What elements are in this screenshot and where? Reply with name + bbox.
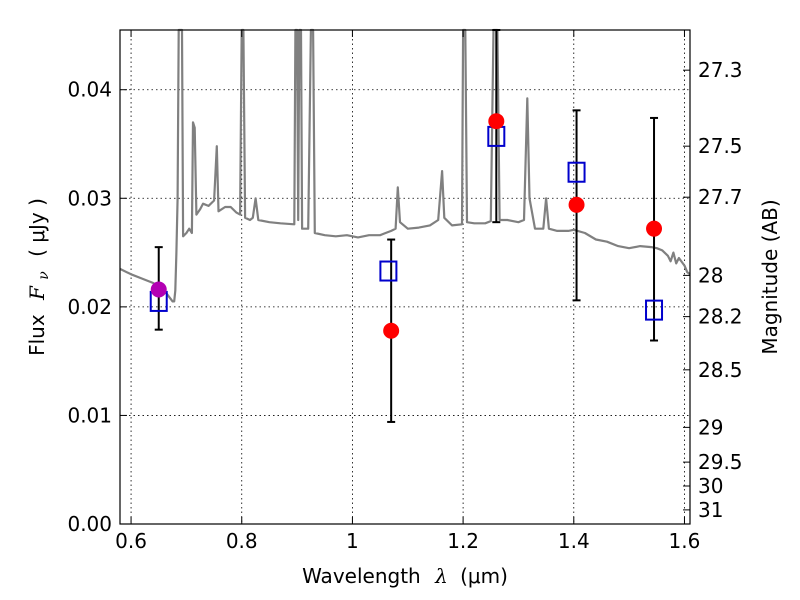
y-axis-label-subscript: ν (36, 271, 52, 280)
model-band-flux-marker (645, 299, 664, 321)
grid (120, 30, 690, 525)
observed-flux-point (646, 220, 663, 237)
y2-tick-label: 28 (698, 263, 723, 287)
y2-tick-label: 28.5 (698, 358, 743, 382)
model-spectrum-layer (119, 28, 691, 303)
model-band-flux-layer (149, 125, 664, 321)
y-tick-label: 0.02 (67, 295, 112, 319)
y2-axis-label: Magnitude (AB) (758, 199, 782, 354)
plot-frame (119, 29, 691, 525)
x-tick-label: 0.8 (226, 529, 258, 553)
x-tick-label: 1.6 (669, 529, 701, 553)
y2-tick-label: 28.2 (698, 305, 743, 329)
y2-tick-label: 31 (698, 498, 723, 522)
y-tick-label: 0.00 (67, 512, 112, 536)
model-band-flux-marker (567, 161, 586, 183)
y2-tick-label: 29.5 (698, 450, 743, 474)
y-tick-label: 0.04 (67, 78, 112, 102)
y2-tick-label: 29 (698, 415, 723, 439)
x-tick-label: 0.6 (115, 529, 147, 553)
y-tick-label: 0.01 (67, 403, 112, 427)
x-axis-label-text: Wavelength (302, 564, 421, 588)
y-axis-label: Flux F ν ( μJy ) (25, 198, 53, 356)
model-band-flux-marker (379, 260, 398, 282)
observed-flux-point (383, 322, 400, 339)
x-axis-label: Wavelength λ (μm) (302, 564, 508, 588)
y2-tick-label: 27.7 (698, 185, 743, 209)
y-tick-label: 0.03 (67, 186, 112, 210)
y2-tick-label: 27.5 (698, 134, 743, 158)
observed-flux-point (568, 196, 585, 213)
x-axis-label-unit: (μm) (460, 564, 508, 588)
x-tick-label: 1.4 (558, 529, 590, 553)
y-axis-label-prefix: Flux (25, 314, 49, 356)
y2-tick-label: 27.3 (698, 58, 743, 82)
observed-flux-point (488, 113, 505, 130)
x-tick-label: 1.2 (447, 529, 479, 553)
ticks: 0.6 0.8 1 1.2 1.4 1.6 0.00 0.01 0.02 0.03 0.04 27.3… (67, 30, 743, 553)
y2-tick-label: 30 (698, 474, 723, 498)
observed-flux-point (150, 281, 167, 298)
y-axis-label-symbol: F (25, 285, 49, 301)
x-axis-label-symbol: λ (434, 564, 448, 588)
observed-photometry-layer (150, 113, 663, 339)
model-spectrum-line (119, 28, 691, 303)
x-tick-label: 1 (346, 529, 359, 553)
errorbar-layer (154, 29, 659, 423)
y-axis-label-unit: ( μJy ) (25, 198, 49, 257)
